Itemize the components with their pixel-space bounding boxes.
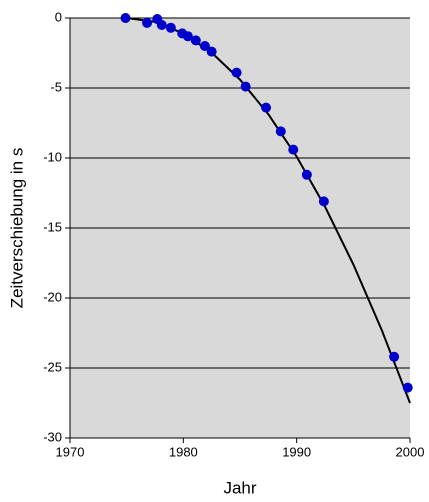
y-axis-title: Zeitverschiebung in s (7, 148, 26, 309)
data-point (120, 13, 131, 23)
x-tick-label: 1980 (169, 444, 198, 459)
data-point (190, 35, 201, 46)
data-point (165, 22, 176, 33)
y-tick-label: -25 (43, 359, 62, 374)
y-tick-label: 0 (55, 9, 62, 24)
y-tick-label: -5 (50, 79, 62, 94)
data-point (402, 382, 413, 393)
data-point (288, 144, 299, 155)
data-point (275, 126, 286, 137)
y-tick-label: -30 (43, 429, 62, 444)
data-point (156, 20, 167, 30)
data-point (182, 31, 193, 42)
y-tick-label: -10 (43, 149, 62, 164)
x-tick-label: 1970 (56, 444, 85, 459)
data-point (231, 67, 242, 78)
data-point (199, 41, 210, 51)
data-point (261, 102, 272, 113)
x-tick-label: 1990 (282, 444, 311, 459)
data-point (142, 17, 153, 28)
data-point (389, 351, 400, 362)
data-point (240, 81, 251, 92)
y-tick-label: -15 (43, 219, 62, 234)
x-axis-title: Jahr (223, 478, 256, 497)
data-point (206, 46, 217, 57)
y-tick-label: -20 (43, 289, 62, 304)
data-point (318, 196, 329, 207)
x-tick-label: 2000 (396, 444, 425, 459)
data-point (301, 169, 312, 180)
